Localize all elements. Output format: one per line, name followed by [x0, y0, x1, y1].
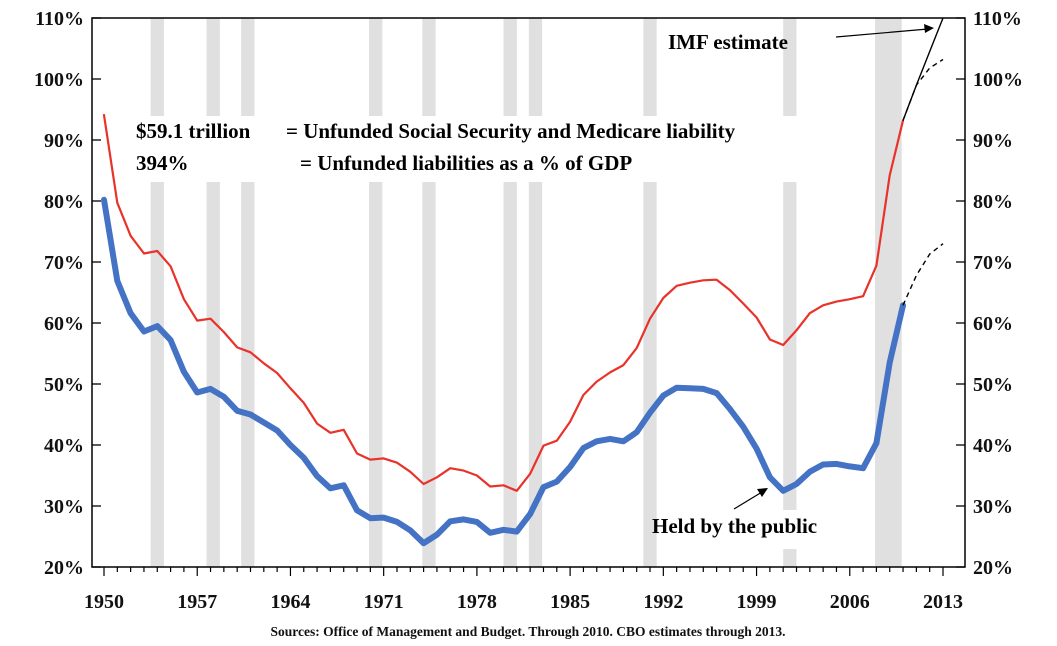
y-tick-label-right: 100% — [973, 69, 1023, 91]
y-tick-label-right: 50% — [973, 374, 1013, 396]
recession-band — [503, 18, 517, 116]
y-tick-label-right: 60% — [973, 313, 1013, 335]
recession-band — [643, 182, 657, 567]
y-tick-label-right: 90% — [973, 130, 1013, 152]
y-tick-label-left: 30% — [44, 496, 84, 518]
held-by-public-line — [101, 196, 906, 547]
x-tick-label: 1950 — [84, 591, 124, 613]
x-tick-label: 1957 — [177, 591, 217, 613]
y-tick-label-right: 30% — [973, 496, 1013, 518]
y-tick-label-right: 70% — [973, 252, 1013, 274]
recession-band — [206, 182, 220, 567]
percent-gdp: 394% — [136, 151, 189, 175]
recession-band — [783, 549, 797, 567]
x-tick-label: 2006 — [830, 591, 870, 613]
recession-band — [422, 18, 436, 116]
y-tick-label-left: 110% — [35, 8, 84, 30]
recession-band — [150, 18, 164, 116]
amount-trillion-desc: = Unfunded Social Security and Medicare … — [286, 119, 736, 143]
y-tick-label-right: 20% — [973, 557, 1013, 579]
plot-frame — [91, 17, 966, 568]
y-tick-label-right: 110% — [973, 8, 1022, 30]
x-tick-label: 1992 — [643, 591, 683, 613]
y-tick-label-right: 80% — [973, 191, 1013, 213]
x-tick-label: 1985 — [550, 591, 590, 613]
recession-band — [369, 18, 383, 116]
imf-arrow — [835, 28, 929, 38]
y-tick-label-left: 20% — [44, 557, 84, 579]
recession-band — [783, 182, 797, 510]
x-tick-label: 1964 — [270, 591, 310, 613]
total-debt-line — [102, 113, 905, 492]
x-tick-label: 1999 — [737, 591, 777, 613]
y-tick-label-left: 40% — [44, 435, 84, 457]
recession-band — [150, 182, 164, 567]
y-tick-label-left: 90% — [44, 130, 84, 152]
recession-band — [241, 182, 255, 567]
unfunded-liability-note: $59.1 trillion = Unfunded Social Securit… — [136, 119, 736, 175]
x-tick-label: 1978 — [457, 591, 497, 613]
recession-band — [369, 182, 383, 567]
amount-trillion: $59.1 trillion — [136, 119, 251, 143]
recession-band — [528, 18, 543, 116]
y-tick-label-right: 40% — [973, 435, 1013, 457]
recession-band — [503, 182, 517, 567]
recession-band — [241, 18, 255, 116]
recession-band — [783, 18, 797, 116]
recession-band — [643, 18, 657, 116]
x-tick-label: 1971 — [364, 591, 404, 613]
percent-gdp-desc: = Unfunded liabilities as a % of GDP — [300, 151, 632, 175]
recession-band — [875, 18, 902, 567]
public-annotation: Held by the public — [652, 488, 817, 538]
held-by-public-label: Held by the public — [652, 514, 817, 538]
recession-band — [206, 18, 220, 116]
public-arrowhead — [757, 488, 768, 497]
y-tick-label-left: 100% — [34, 69, 84, 91]
cbo-projection-line — [902, 243, 944, 306]
x-tick-label: 2013 — [923, 591, 963, 613]
axes: 20% 20% 30% 30% 40% 40% 50% 50% 60% 60% 70% 70% 80% 8… — [34, 8, 1023, 613]
imf-estimate-label: IMF estimate — [668, 30, 788, 54]
y-tick-label-left: 70% — [44, 252, 84, 274]
public-arrow — [733, 491, 763, 510]
imf-annotation: IMF estimate — [668, 24, 934, 54]
imf-arrowhead — [924, 24, 934, 33]
y-tick-label-left: 80% — [44, 191, 84, 213]
y-tick-label-left: 50% — [44, 374, 84, 396]
y-tick-label-left: 60% — [44, 313, 84, 335]
source-note: Sources: Office of Management and Budget… — [270, 624, 785, 639]
recession-band — [422, 182, 436, 567]
imf-projection-line — [902, 17, 944, 121]
cbo-projection-line — [902, 58, 944, 121]
series — [101, 17, 944, 547]
